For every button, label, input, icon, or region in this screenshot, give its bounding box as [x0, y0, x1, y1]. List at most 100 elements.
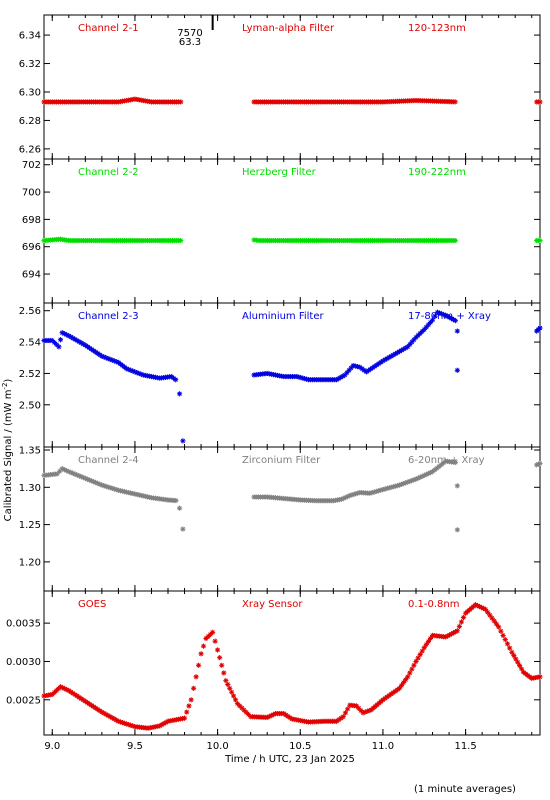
- data-point: [452, 318, 459, 324]
- data-point: [413, 658, 419, 665]
- panel-text: Herzberg Filter: [242, 167, 317, 178]
- y-tick-label: 6.26: [19, 144, 41, 155]
- data-point: [429, 317, 436, 323]
- data-point: [427, 635, 434, 642]
- y-tick-label: 2.56: [19, 306, 41, 317]
- panel-frame: [43, 158, 541, 304]
- panel-frame: [43, 446, 541, 592]
- averaging-footnote: (1 minute averages): [414, 784, 516, 795]
- panel-frame: [43, 14, 541, 160]
- data-point: [415, 655, 421, 661]
- data-point: [212, 638, 218, 644]
- data-point: [537, 460, 543, 467]
- data-point: [407, 670, 413, 676]
- data-point: [181, 715, 188, 721]
- data-point: [373, 488, 379, 494]
- y-tick-label: 2.52: [19, 369, 41, 380]
- data-point: [537, 674, 543, 680]
- data-point: [515, 659, 521, 665]
- y-tick-label: 0.0025: [6, 695, 41, 706]
- data-point: [537, 325, 543, 331]
- panel-frame: [43, 590, 541, 736]
- data-point: [460, 614, 467, 621]
- panel-1: 6.26 6.28 6.30 6.32 6.34 Channel 2-1 Lyman-alp…: [19, 14, 543, 160]
- data-point: [217, 655, 223, 661]
- data-point: [398, 481, 405, 487]
- data-point: [173, 377, 179, 383]
- data-point-outlier: [180, 526, 186, 532]
- data-point: [491, 618, 497, 624]
- data-point: [482, 606, 489, 612]
- series-points: [41, 236, 543, 244]
- panel-text: Xray Sensor: [242, 599, 303, 610]
- data-point: [496, 624, 502, 630]
- data-point: [504, 641, 511, 647]
- data-point: [507, 645, 513, 651]
- panel-text: 17-80nm + Xray: [408, 311, 491, 322]
- marker-label-top: 7570: [177, 28, 202, 39]
- x-tick-label: 9.0: [44, 741, 60, 752]
- panel-text: Aluminium Filter: [242, 311, 325, 322]
- data-point: [498, 628, 504, 634]
- data-point: [487, 612, 493, 618]
- data-point: [452, 237, 458, 244]
- data-point: [178, 237, 184, 244]
- marker-label-bottom: 63.3: [179, 37, 201, 48]
- panel-3: 2.50 2.52 2.54 2.56 Channel 2-3 Aluminium Fil…: [19, 302, 543, 448]
- y-tick-label: 694: [22, 270, 41, 281]
- data-point: [342, 710, 349, 716]
- data-point: [215, 647, 221, 653]
- panel-text: Zirconium Filter: [242, 455, 321, 466]
- data-point: [425, 638, 431, 645]
- data-point: [161, 720, 167, 727]
- data-point: [200, 643, 207, 649]
- data-point: [489, 615, 495, 621]
- panel-text: Channel 2-4: [78, 455, 139, 466]
- data-point: [456, 623, 462, 629]
- data-point: [221, 670, 227, 676]
- y-axis-label-end: ): [3, 379, 14, 383]
- data-point: [537, 99, 543, 105]
- series-points: [41, 458, 543, 533]
- x-tick-label: 10.0: [206, 741, 228, 752]
- y-tick-label: 698: [22, 215, 41, 226]
- data-point: [537, 237, 543, 244]
- data-point: [421, 645, 427, 651]
- data-point: [513, 656, 519, 662]
- data-point-outlier: [454, 527, 460, 533]
- data-point: [403, 677, 409, 683]
- panel-4: 1.20 1.25 1.30 1.35 Channel 2-4 Zirconium Fil…: [19, 446, 543, 592]
- panel-text: 120-123nm: [408, 23, 466, 34]
- data-point: [500, 632, 506, 638]
- data-point: [458, 619, 465, 625]
- data-point: [210, 629, 216, 635]
- data-point: [452, 459, 459, 466]
- panel-text: Channel 2-1: [78, 23, 139, 34]
- data-point-outlier: [454, 483, 460, 489]
- data-point: [229, 689, 235, 695]
- data-point: [340, 714, 346, 720]
- data-point: [173, 497, 179, 504]
- data-point: [178, 99, 184, 105]
- data-point-outlier: [176, 505, 183, 511]
- data-point: [223, 678, 229, 684]
- panel-5: 0.0025 0.0030 0.0035 GOES Xray Sensor 0.1-0.8…: [6, 590, 543, 736]
- data-point: [78, 340, 84, 346]
- data-point-outlier: [454, 367, 460, 373]
- data-point: [230, 693, 237, 699]
- data-point: [63, 332, 70, 338]
- data-point: [452, 99, 458, 105]
- data-point: [57, 337, 64, 343]
- data-point: [411, 662, 417, 668]
- data-point: [195, 662, 202, 668]
- data-point: [191, 685, 197, 691]
- data-point-outlier: [454, 328, 460, 334]
- x-axis-label: Time / h UTC, 23 Jan 2025: [224, 754, 355, 765]
- data-point: [502, 637, 508, 643]
- y-tick-label: 0.0035: [6, 619, 41, 630]
- panel-text: Channel 2-3: [78, 311, 139, 322]
- series-points: [41, 96, 543, 105]
- data-point: [398, 682, 405, 689]
- data-point: [225, 681, 231, 688]
